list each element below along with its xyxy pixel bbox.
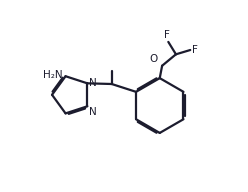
Text: F: F	[192, 45, 198, 55]
Text: O: O	[150, 54, 158, 64]
Text: N: N	[89, 108, 97, 118]
Text: H₂N: H₂N	[43, 70, 63, 80]
Text: F: F	[164, 30, 170, 40]
Text: N: N	[89, 78, 96, 88]
